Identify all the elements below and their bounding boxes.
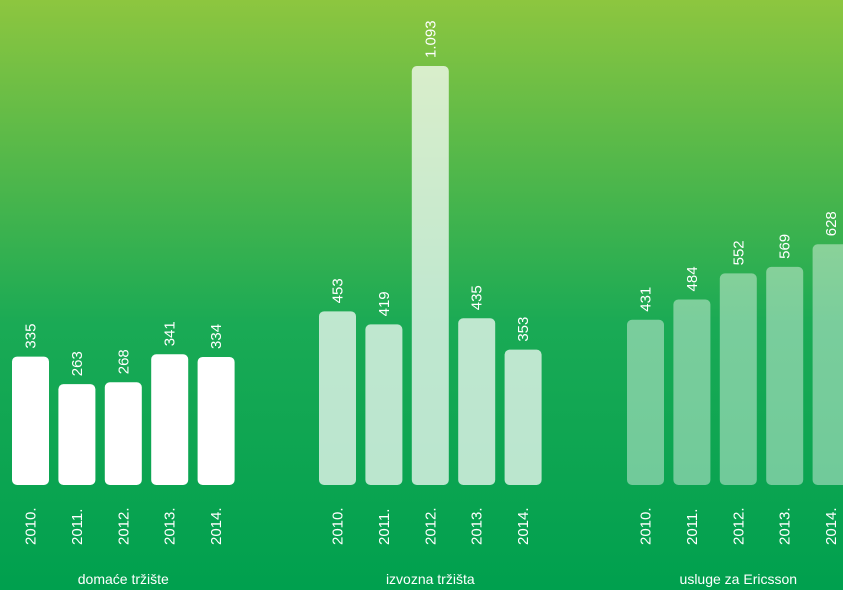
value-label: 334	[208, 324, 225, 349]
x-tick-label: 2012.	[115, 507, 132, 545]
x-tick-label: 2012.	[730, 507, 747, 545]
group-label: domaće tržište	[78, 571, 169, 587]
x-tick-label: 2010.	[330, 507, 347, 545]
group-label: izvozna tržišta	[386, 571, 475, 587]
value-label: 453	[330, 278, 347, 303]
x-tick-label: 2014.	[823, 507, 840, 545]
x-tick-label: 2013.	[162, 507, 179, 545]
value-label: 1.093	[422, 20, 439, 58]
value-label: 569	[777, 234, 794, 259]
bar	[766, 266, 804, 485]
x-tick-label: 2014.	[515, 507, 532, 545]
bar	[365, 324, 403, 485]
bar	[458, 318, 496, 485]
bar	[58, 384, 96, 485]
bar	[104, 382, 142, 485]
bar	[151, 354, 189, 485]
bar	[504, 349, 542, 485]
x-tick-label: 2010.	[638, 507, 655, 545]
value-label: 552	[730, 240, 747, 265]
group-label: usluge za Ericsson	[680, 571, 798, 587]
bar	[12, 356, 49, 485]
x-tick-label: 2011.	[69, 509, 86, 545]
x-tick-label: 2013.	[777, 507, 794, 545]
x-tick-label: 2013.	[469, 507, 486, 545]
value-label: 268	[115, 349, 132, 374]
value-label: 419	[376, 291, 393, 316]
value-label: 263	[69, 351, 86, 376]
value-label: 335	[23, 324, 40, 349]
bar	[197, 356, 235, 485]
value-label: 431	[638, 287, 655, 312]
bar	[812, 244, 843, 485]
bar	[673, 299, 711, 485]
bar	[719, 273, 757, 485]
x-tick-label: 2012.	[422, 507, 439, 545]
value-label: 435	[469, 285, 486, 310]
value-label: 484	[684, 266, 701, 291]
bar	[411, 66, 449, 485]
x-tick-label: 2014.	[208, 507, 225, 545]
x-tick-label: 2011.	[684, 509, 701, 545]
bar	[319, 311, 356, 485]
bar	[627, 319, 664, 485]
value-label: 628	[823, 211, 840, 236]
x-tick-label: 2011.	[376, 509, 393, 545]
x-tick-label: 2010.	[23, 507, 40, 545]
value-label: 341	[162, 321, 179, 346]
value-label: 353	[515, 317, 532, 342]
